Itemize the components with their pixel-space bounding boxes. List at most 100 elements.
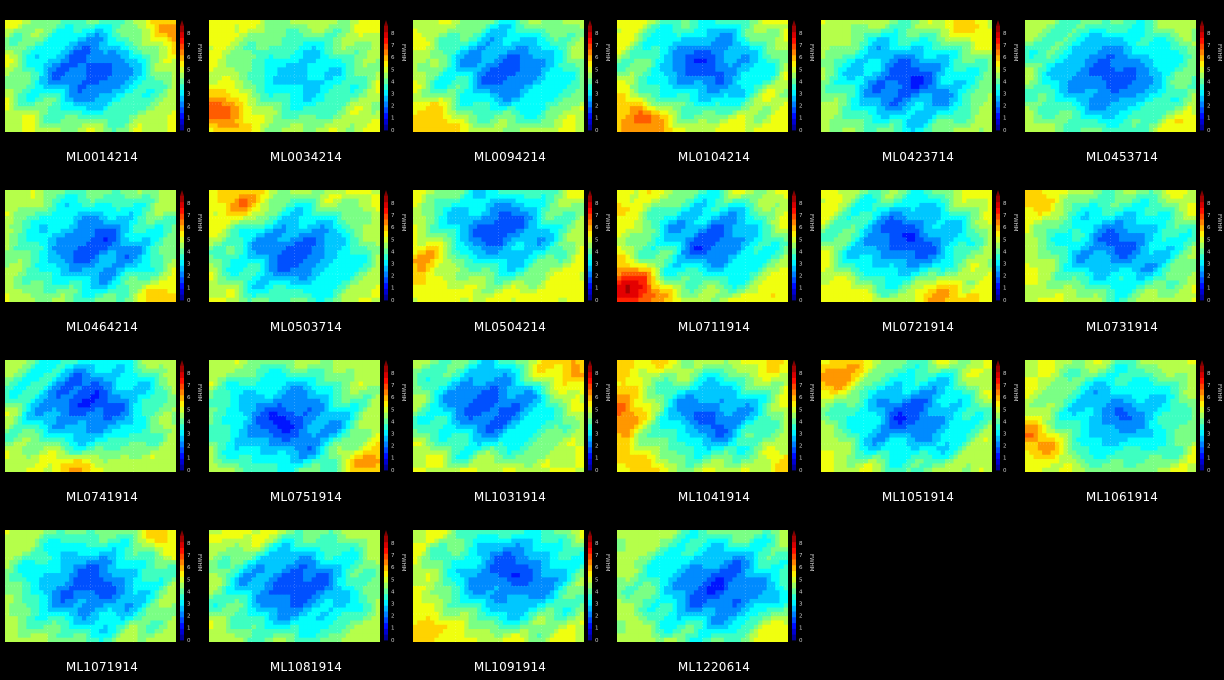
heatmap-cell xyxy=(745,97,751,103)
heatmap-cell xyxy=(485,123,491,129)
heatmap-cell xyxy=(226,24,231,30)
heatmap-cell xyxy=(719,76,725,81)
heatmap-cell xyxy=(659,88,665,94)
heatmap-cell xyxy=(642,101,648,107)
heatmap-cell xyxy=(655,84,661,90)
heatmap-cell xyxy=(307,110,313,116)
heatmap-cell xyxy=(728,50,734,56)
colorbar-segment xyxy=(588,89,592,96)
heatmap-cell xyxy=(247,28,253,34)
heatmap-cell xyxy=(94,71,100,77)
heatmap-cell xyxy=(672,97,678,103)
heatmap-cell xyxy=(736,84,742,90)
heatmap-cell xyxy=(298,123,304,129)
heatmap-cell xyxy=(260,50,266,56)
heatmap-cell xyxy=(328,37,334,43)
heatmap-cell xyxy=(868,45,873,51)
heatmap-cell xyxy=(545,119,551,124)
heatmap-cell xyxy=(974,54,980,60)
heatmap-cell xyxy=(133,28,139,34)
heatmap-cell xyxy=(846,20,852,25)
heatmap-cell xyxy=(43,37,49,43)
heatmap-cell xyxy=(34,84,40,90)
heatmap-cell xyxy=(298,37,304,43)
colorbar-tick-label: 8 xyxy=(799,31,803,37)
heatmap-cell xyxy=(621,28,627,34)
heatmap-cell xyxy=(99,93,104,99)
heatmap-cell xyxy=(460,84,465,90)
heatmap-cell xyxy=(447,101,453,107)
heatmap-cell xyxy=(217,45,223,51)
heatmap-cell xyxy=(111,32,117,38)
heatmap-cell xyxy=(758,67,763,73)
heatmap-cell xyxy=(371,20,377,25)
heatmap-cell xyxy=(362,127,368,132)
heatmap-cell xyxy=(294,63,300,68)
heatmap-cell xyxy=(354,101,360,107)
heatmap-cell xyxy=(5,28,10,34)
heatmap-cell xyxy=(549,50,555,56)
heatmap-cell xyxy=(863,28,869,34)
heatmap-cell xyxy=(60,127,66,132)
heatmap-cell xyxy=(137,37,143,43)
heatmap-cell xyxy=(498,37,504,43)
heatmap-cell xyxy=(502,20,508,25)
heatmap-cell xyxy=(655,20,661,25)
heatmap-cell xyxy=(73,67,79,73)
heatmap-cell xyxy=(728,58,734,64)
heatmap-cell xyxy=(328,45,334,51)
heatmap-cell xyxy=(672,71,678,77)
heatmap-cell xyxy=(103,127,109,132)
heatmap-cell xyxy=(268,114,274,120)
heatmap-cell xyxy=(311,71,317,77)
heatmap-cell xyxy=(303,58,308,64)
colorbar-segment xyxy=(384,72,388,79)
heatmap-cell xyxy=(171,127,176,132)
fwhm-contour-map xyxy=(5,20,176,132)
heatmap-cell xyxy=(736,88,742,94)
heatmap-cell xyxy=(668,37,674,43)
heatmap-cell xyxy=(651,45,657,51)
heatmap-cell xyxy=(833,24,839,30)
heatmap-cell xyxy=(723,71,729,77)
heatmap-cell xyxy=(833,63,839,68)
heatmap-cell xyxy=(766,58,772,64)
heatmap-cell xyxy=(927,76,933,81)
heatmap-cell xyxy=(736,67,742,73)
heatmap-cell xyxy=(350,101,355,107)
heatmap-cell xyxy=(554,80,559,86)
heatmap-cell xyxy=(5,97,10,103)
heatmap-cell xyxy=(775,32,781,38)
heatmap-cell xyxy=(421,28,427,34)
heatmap-cell xyxy=(974,71,980,77)
heatmap-cell xyxy=(358,114,364,120)
heatmap-cell xyxy=(39,110,45,116)
heatmap-cell xyxy=(13,123,19,129)
heatmap-cell xyxy=(910,71,916,77)
heatmap-cell xyxy=(430,93,435,99)
heatmap-cell xyxy=(766,71,772,77)
heatmap-cell xyxy=(294,54,300,60)
heatmap-cell xyxy=(94,80,100,86)
heatmap-cell xyxy=(549,80,555,86)
heatmap-cell xyxy=(90,50,96,56)
heatmap-cell xyxy=(494,123,500,129)
heatmap-cell xyxy=(558,93,564,99)
heatmap-cell xyxy=(702,114,708,120)
heatmap-cell xyxy=(575,71,581,77)
heatmap-cell xyxy=(646,106,652,112)
heatmap-cell xyxy=(213,101,219,107)
heatmap-cell xyxy=(56,127,62,132)
heatmap-cell xyxy=(698,45,704,51)
heatmap-cell xyxy=(451,58,457,64)
colorbar-segment xyxy=(792,49,796,56)
heatmap-cell xyxy=(502,80,508,86)
heatmap-cell xyxy=(26,88,32,94)
heatmap-cell xyxy=(34,101,40,107)
heatmap-cell xyxy=(150,45,156,51)
heatmap-cell xyxy=(146,114,151,120)
heatmap-cell xyxy=(73,20,79,25)
heatmap-cell xyxy=(489,24,495,30)
heatmap-cell xyxy=(571,88,577,94)
heatmap-cell xyxy=(56,67,62,73)
